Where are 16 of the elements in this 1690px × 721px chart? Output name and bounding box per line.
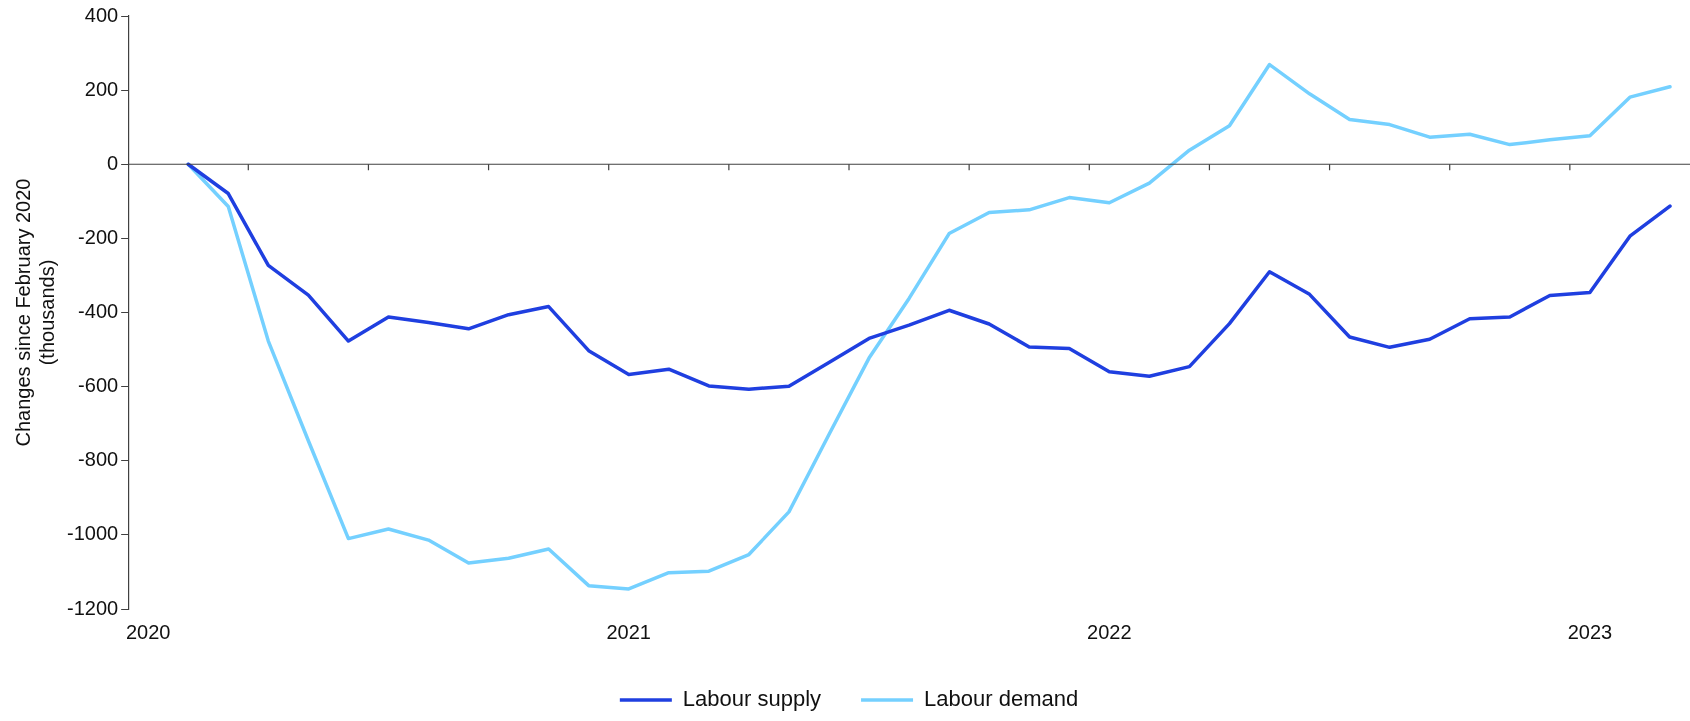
- x-tick-label: 2020: [125, 620, 171, 643]
- y-tick-label: 400: [84, 3, 119, 26]
- y-tick-label: -600: [78, 374, 119, 397]
- y-tick-label: -1200: [67, 596, 119, 619]
- x-tick-label: 2021: [606, 620, 651, 643]
- y-tick-label: -800: [78, 448, 119, 471]
- x-tick-label: 2023: [1567, 620, 1613, 643]
- y-tick-label: -1000: [67, 522, 119, 545]
- y-tick-label: 200: [84, 77, 119, 100]
- legend-label: Labour demand: [924, 686, 1079, 712]
- y-tick-label: -200: [78, 225, 119, 248]
- y-tick-label: 0: [107, 151, 119, 174]
- y-tick-label: -400: [78, 300, 119, 323]
- legend-label: Labour supply: [682, 686, 822, 712]
- x-tick-label: 2022: [1087, 620, 1132, 643]
- y-axis-title: Changes since February 2020 (thousands): [11, 178, 58, 447]
